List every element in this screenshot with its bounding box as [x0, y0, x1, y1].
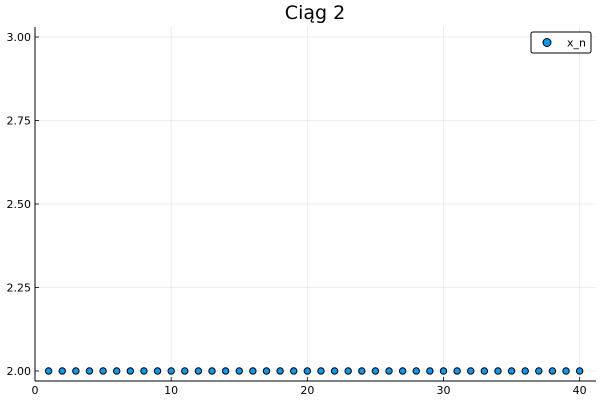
data-point — [575, 367, 584, 375]
y-tick-label: 2.75 — [7, 115, 32, 128]
data-point — [290, 367, 298, 375]
axes — [34, 27, 596, 382]
data-point — [521, 367, 529, 375]
x-tick-label: 10 — [164, 384, 178, 397]
data-point — [221, 367, 230, 375]
data-point — [85, 367, 94, 375]
data-point — [467, 367, 475, 375]
data-point — [494, 367, 502, 375]
legend-label: x_n — [567, 37, 586, 50]
data-point — [303, 367, 312, 375]
legend-box — [530, 31, 592, 54]
data-point — [235, 367, 243, 375]
data-point — [58, 367, 66, 375]
data-point — [535, 367, 543, 375]
x-tick-label: 30 — [436, 384, 450, 397]
data-point — [453, 367, 461, 375]
data-point — [548, 367, 557, 375]
legend-marker — [542, 38, 552, 47]
data-point — [562, 367, 570, 375]
x-tick-label: 40 — [573, 384, 587, 397]
data-point — [358, 367, 366, 375]
data-point — [262, 367, 271, 375]
data-point — [112, 367, 121, 375]
data-point — [126, 367, 135, 375]
data-point — [412, 367, 420, 375]
data-point — [72, 367, 80, 375]
data-point — [44, 367, 53, 375]
data-point — [140, 367, 148, 375]
data-point — [181, 367, 189, 375]
data-point — [330, 367, 339, 375]
data-point — [344, 367, 352, 375]
data-point — [439, 367, 448, 375]
legend: x_n — [530, 31, 592, 54]
y-tick-label: 2.00 — [7, 365, 32, 378]
data-point — [371, 367, 380, 375]
x-tick-label: 20 — [300, 384, 314, 397]
data-point — [317, 367, 325, 375]
tick-labels: 0 10 20 30 40 2.00 2.25 2.50 2.75 3.00 — [7, 31, 587, 397]
data-point — [507, 367, 516, 375]
y-tick-label: 2.50 — [7, 198, 32, 211]
data-points — [44, 367, 584, 375]
data-point — [208, 367, 216, 375]
data-point — [153, 367, 162, 375]
data-point — [276, 367, 284, 375]
data-point — [249, 367, 257, 375]
y-tick-label: 2.25 — [7, 281, 32, 294]
data-point — [426, 367, 434, 375]
data-point — [194, 367, 203, 375]
x-tick-label: 0 — [32, 384, 39, 397]
data-point — [480, 367, 489, 375]
y-tick-label: 3.00 — [7, 31, 32, 44]
data-point — [167, 367, 175, 375]
data-point — [398, 367, 407, 375]
chart-title: Ciąg 2 — [285, 2, 345, 24]
data-point — [99, 367, 107, 375]
grid-lines — [34, 27, 596, 381]
data-point — [385, 367, 393, 375]
